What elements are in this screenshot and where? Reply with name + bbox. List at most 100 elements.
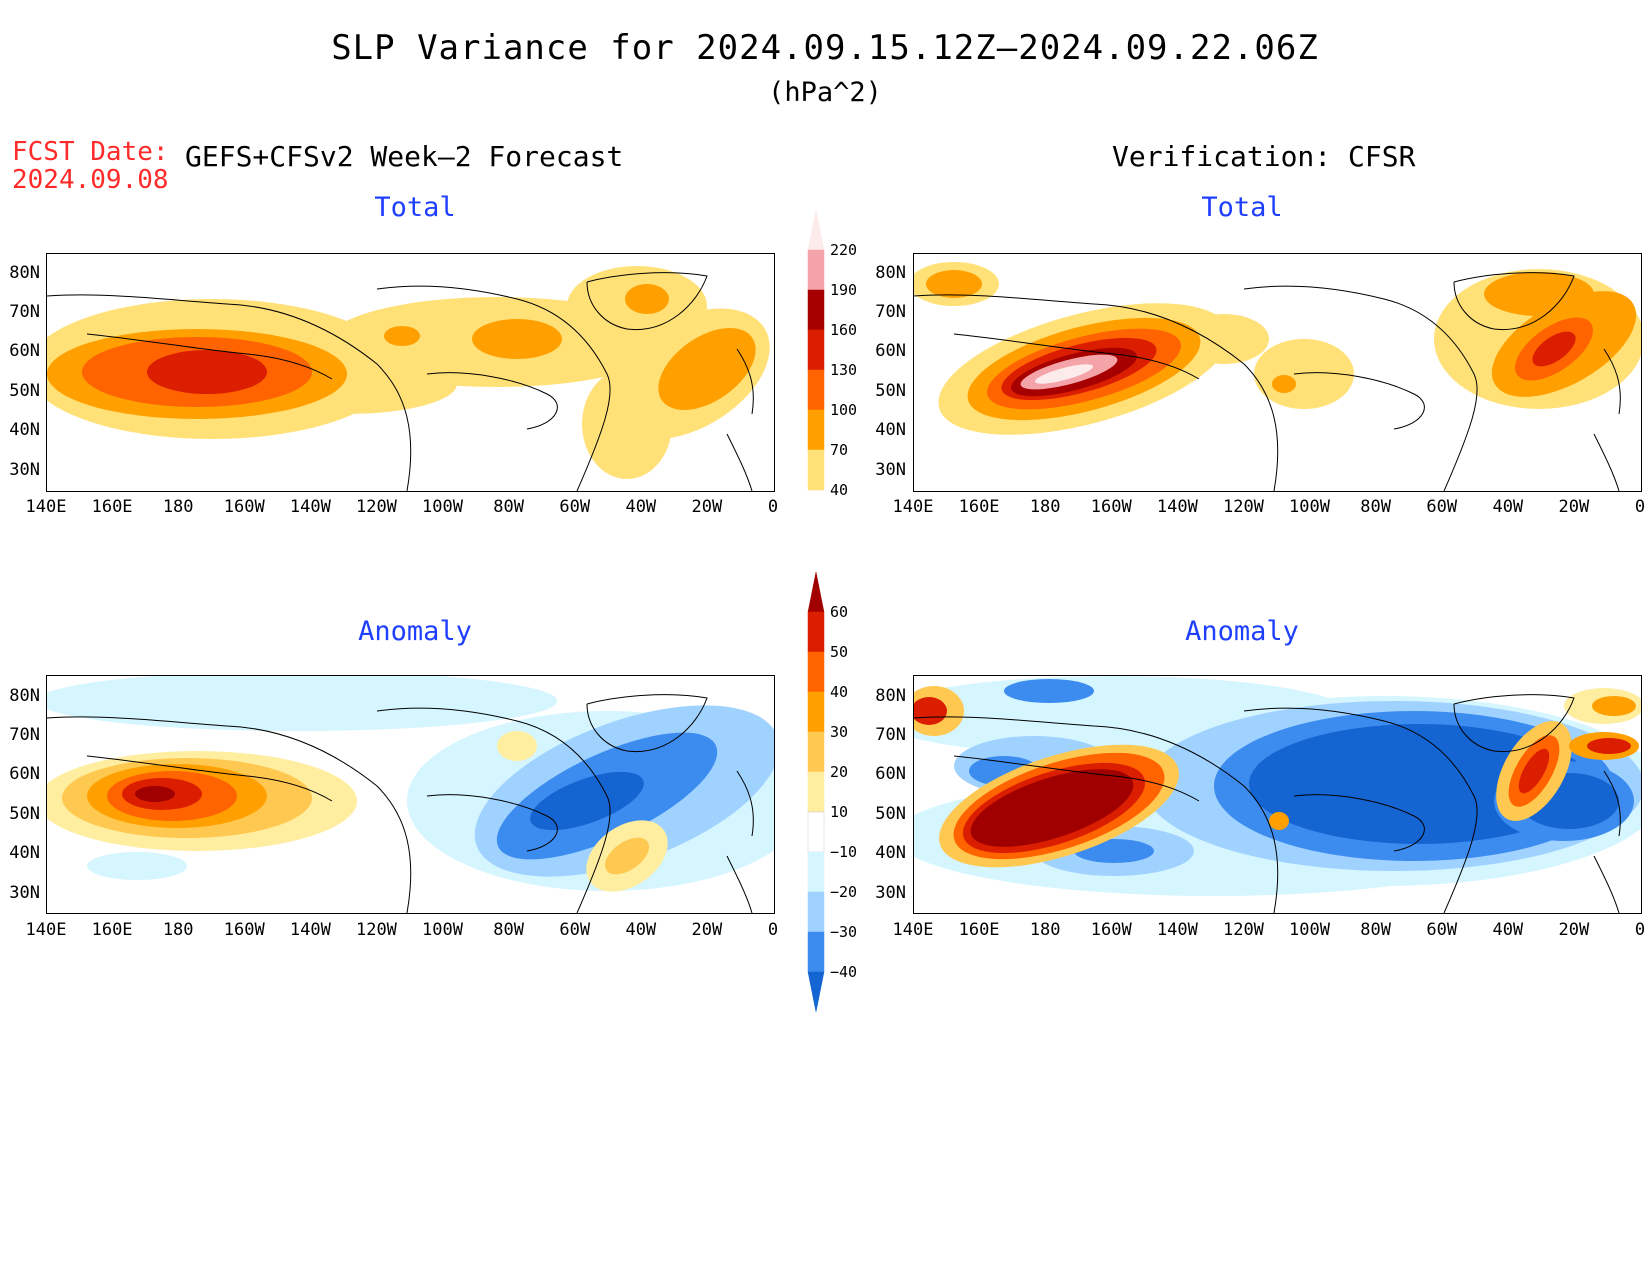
ver-anom-lat-70n: 70N <box>875 725 906 745</box>
ver-total-lon-label: 120W <box>1222 497 1264 517</box>
colorbar-label: 20 <box>830 763 849 781</box>
fc-anom-lon-label: 40W <box>625 920 657 940</box>
fc-anom-lon-label: 20W <box>691 920 723 940</box>
colorbar-swatch <box>807 691 825 733</box>
fc-anom-lat-50n: 50N <box>9 804 40 824</box>
ver-anom-lon-label: 80W <box>1360 920 1391 940</box>
fc-anom-lon-label: 140W <box>289 920 331 940</box>
ver-total-lat-40n: 40N <box>875 420 906 440</box>
fc-total-lon-label: 180 <box>162 497 194 517</box>
ver-anom-lon-label: 0 <box>1634 920 1646 940</box>
fc-anom-lon-label: 160E <box>91 920 133 940</box>
ver-total-lon-label: 140E <box>892 497 934 517</box>
ver-total-lat-50n: 50N <box>875 381 906 401</box>
fc-total-lat-60n: 60N <box>9 341 40 361</box>
fc-total-lat-40n: 40N <box>9 420 40 440</box>
ver-anom-lon-label: 120W <box>1222 920 1264 940</box>
fc-total-lon-label: 120W <box>355 497 397 517</box>
ver-anom-lon-label: 140E <box>892 920 934 940</box>
fc-anom-lon-label: 80W <box>493 920 524 940</box>
fc-total-map <box>46 253 775 492</box>
colorbar-swatch <box>807 971 825 1013</box>
colorbar-label: 190 <box>830 281 858 299</box>
fc-total-lon-label: 100W <box>422 497 463 517</box>
ver-anom-lon-label: 180 <box>1029 920 1061 940</box>
fc-total-lon-label: 160E <box>91 497 133 517</box>
fc-anom-lon-label: 180 <box>162 920 194 940</box>
ver-anom-lat-50n: 50N <box>875 804 906 824</box>
ver-total-lon-label: 80W <box>1360 497 1391 517</box>
fc-total-lon-label: 0 <box>767 497 779 517</box>
fc-anom-lon-label: 160W <box>223 920 265 940</box>
colorbar-label: 100 <box>830 401 858 419</box>
colorbar-label: 160 <box>830 321 858 339</box>
ver-anomaly-subtitle: Anomaly <box>1185 616 1299 647</box>
colorbar-swatch <box>807 811 825 853</box>
colorbar-swatch <box>807 851 825 893</box>
colorbar-label: 50 <box>830 643 849 661</box>
colorbar-swatch <box>807 771 825 813</box>
fc-anomaly-subtitle: Anomaly <box>358 616 472 647</box>
fc-anom-lon-label: 100W <box>422 920 463 940</box>
colorbar-swatch <box>807 329 825 371</box>
colorbar-label: −30 <box>830 923 858 941</box>
fc-anom-lon-label: 120W <box>355 920 397 940</box>
colorbar-label: 10 <box>830 803 849 821</box>
colorbar-label: 130 <box>830 361 858 379</box>
forecast-header: GEFS+CFSv2 Week–2 Forecast <box>185 140 624 173</box>
ver-total-lat-30n: 30N <box>875 460 906 480</box>
colorbar-label: 40 <box>830 481 849 499</box>
ver-total-lon-label: 160W <box>1090 497 1132 517</box>
ver-total-lon-label: 160E <box>958 497 1000 517</box>
ver-anom-lon-label: 20W <box>1558 920 1590 940</box>
fc-total-lon-label: 140W <box>289 497 331 517</box>
figure-title: SLP Variance for 2024.09.15.12Z–2024.09.… <box>331 28 1319 68</box>
fc-anom-lon-label: 140E <box>25 920 67 940</box>
colorbar-swatch <box>807 369 825 411</box>
ver-anom-lon-label: 160W <box>1090 920 1132 940</box>
fc-anom-lat-70n: 70N <box>9 725 40 745</box>
colorbar-swatch <box>807 409 825 451</box>
ver-total-subtitle: Total <box>1201 192 1283 223</box>
verification-header: Verification: CFSR <box>1112 140 1416 173</box>
ver-total-lon-label: 0 <box>1634 497 1646 517</box>
ver-anom-lon-label: 140W <box>1156 920 1198 940</box>
ver-anom-lat-80n: 80N <box>875 686 906 706</box>
colorbar-swatch <box>807 249 825 291</box>
fc-anom-lat-80n: 80N <box>9 686 40 706</box>
ver-total-lon-label: 20W <box>1558 497 1590 517</box>
colorbar-label: 40 <box>830 683 849 701</box>
colorbar-label: 60 <box>830 603 849 621</box>
fcst-date-label: FCST Date: 2024.09.08 <box>12 138 169 194</box>
fc-total-lon-label: 140E <box>25 497 67 517</box>
colorbar-label: 70 <box>830 441 849 459</box>
ver-total-lon-label: 100W <box>1289 497 1330 517</box>
fc-anom-lat-60n: 60N <box>9 764 40 784</box>
colorbar-label: −40 <box>830 963 858 981</box>
fc-total-lat-30n: 30N <box>9 460 40 480</box>
ver-total-lon-label: 180 <box>1029 497 1061 517</box>
ver-anom-lon-label: 160E <box>958 920 1000 940</box>
fc-total-lat-50n: 50N <box>9 381 40 401</box>
fc-anom-lon-label: 0 <box>767 920 779 940</box>
fc-total-lon-label: 20W <box>691 497 723 517</box>
ver-total-lat-80n: 80N <box>875 263 906 283</box>
fc-anomaly-map <box>46 675 775 914</box>
fc-total-lon-label: 80W <box>493 497 524 517</box>
colorbar-swatch <box>807 572 825 613</box>
fc-anom-lon-label: 60W <box>559 920 591 940</box>
anomaly-colorbar <box>807 572 825 1013</box>
fc-total-subtitle: Total <box>374 192 456 223</box>
ver-total-map <box>913 253 1642 492</box>
colorbar-swatch <box>807 611 825 653</box>
ver-anom-lat-40n: 40N <box>875 843 906 863</box>
colorbar-swatch <box>807 289 825 331</box>
ver-total-lon-label: 60W <box>1426 497 1458 517</box>
colorbar-label: 30 <box>830 723 849 741</box>
colorbar-swatch <box>807 891 825 933</box>
total-colorbar <box>807 210 825 491</box>
fcst-date-value: 2024.09.08 <box>12 165 169 195</box>
fcst-date-heading: FCST Date: <box>12 137 169 167</box>
ver-total-lat-60n: 60N <box>875 341 906 361</box>
colorbar-swatch <box>807 931 825 973</box>
